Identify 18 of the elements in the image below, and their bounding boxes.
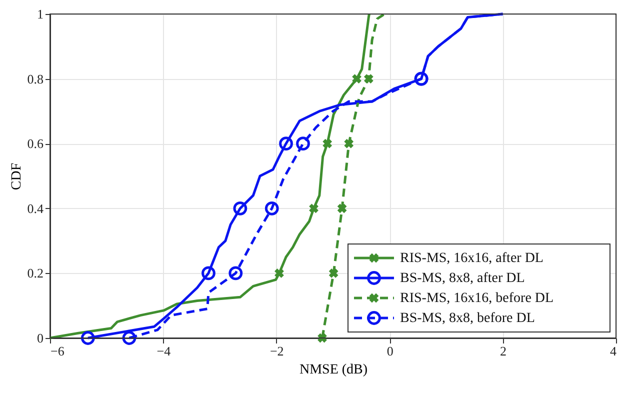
y-axis-title: CDF xyxy=(9,162,24,190)
x-tick-label: −6 xyxy=(50,344,65,358)
y-tick-label: 0.8 xyxy=(27,71,44,86)
y-tick-label: 0.6 xyxy=(27,136,44,152)
legend-label: RIS-MS, 16x16, after DL xyxy=(400,251,544,266)
y-tick-label: 0.4 xyxy=(27,200,44,216)
x-axis-title: NMSE (dB) xyxy=(299,362,368,378)
x-tick-label: 2 xyxy=(500,344,507,358)
legend-label: BS-MS, 8x8, before DL xyxy=(400,311,535,326)
y-tick-label: 0.2 xyxy=(27,266,44,281)
x-tick-label: 0 xyxy=(386,344,394,358)
legend-label: BS-MS, 8x8, after DL xyxy=(400,271,525,286)
x-tick-label: −2 xyxy=(270,344,284,358)
y-tick-label: 0 xyxy=(37,330,44,346)
legend-label: RIS-MS, 16x16, before DL xyxy=(400,291,554,306)
x-tick-label: 4 xyxy=(610,344,617,358)
x-tick-label: −4 xyxy=(156,344,172,358)
y-tick-label: 1 xyxy=(37,6,44,22)
